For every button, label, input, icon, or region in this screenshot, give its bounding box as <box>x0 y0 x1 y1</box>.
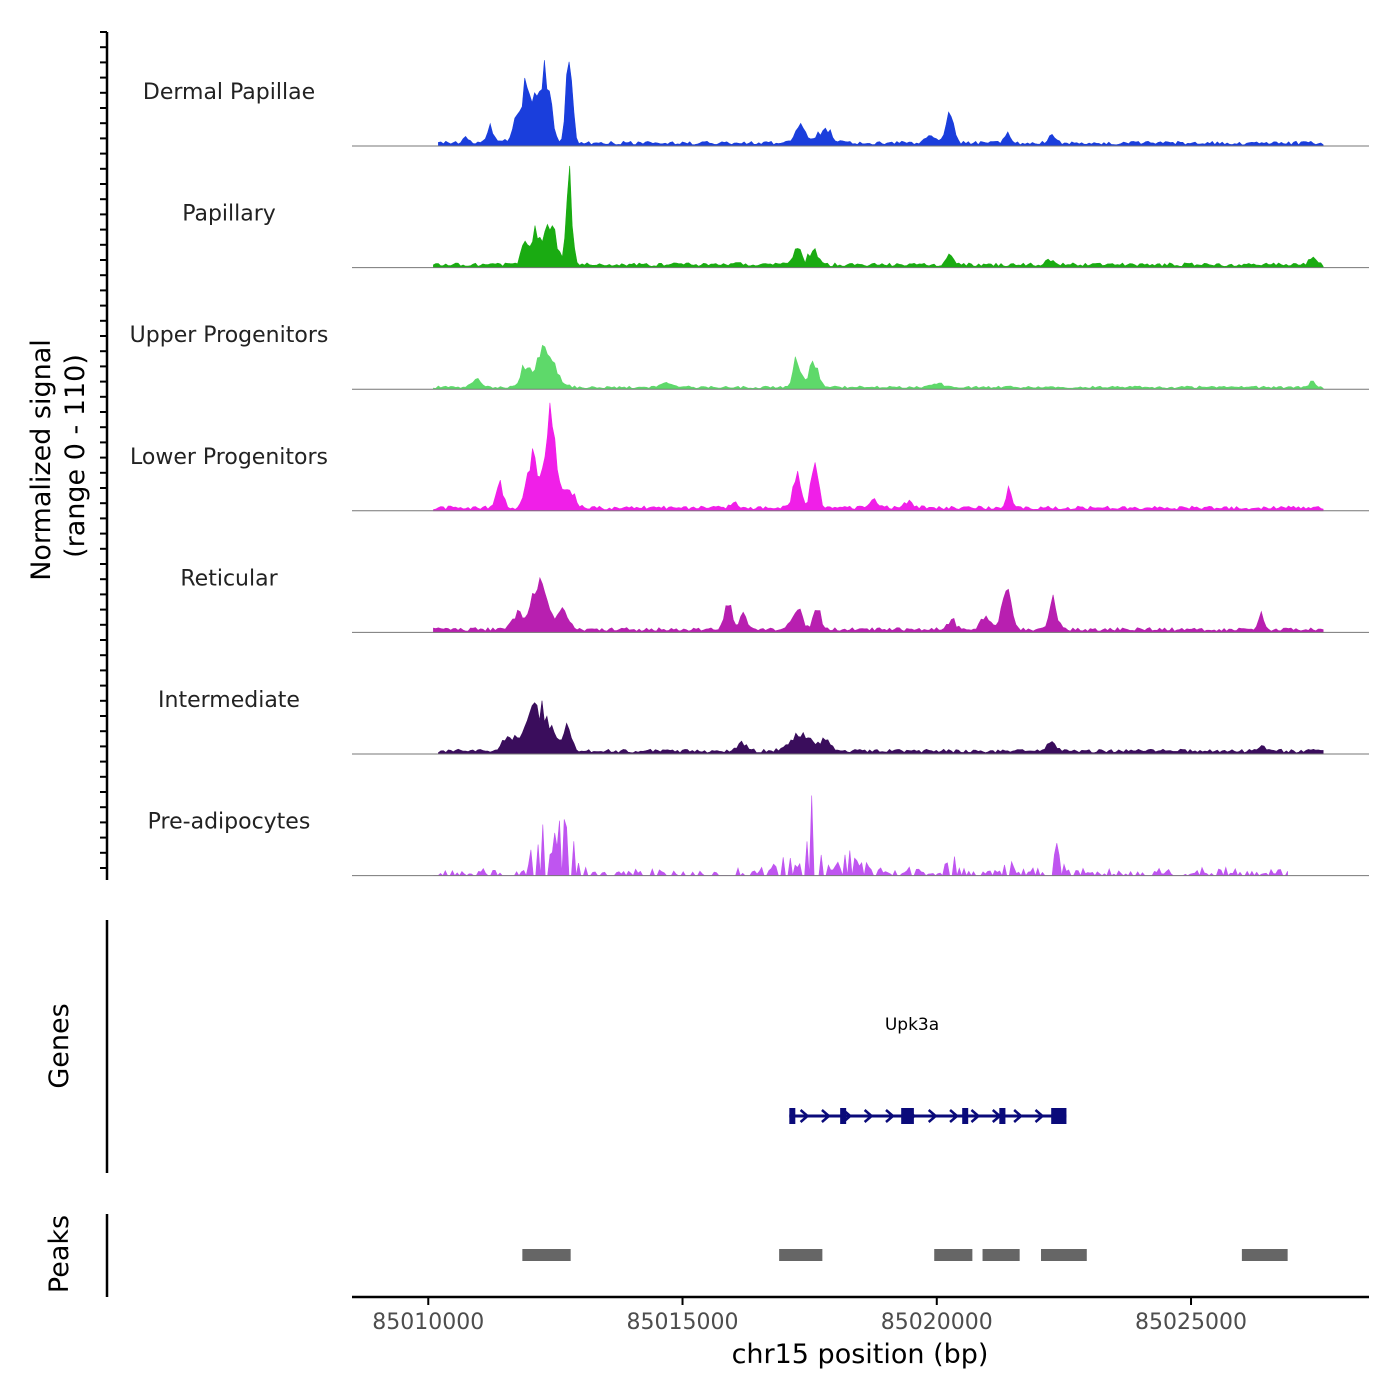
gene-exon <box>962 1108 969 1124</box>
peak-region <box>1241 1249 1288 1261</box>
coverage-tracks: Dermal Papillae Papillary Upper Progenitor… <box>130 60 1369 877</box>
peak-regions <box>522 1249 1288 1261</box>
x-axis-label: chr15 position (bp) <box>732 1339 989 1370</box>
coverage-area <box>433 576 1324 633</box>
strand-arrow <box>1013 1109 1024 1123</box>
gene-exon <box>840 1108 847 1124</box>
track-label: Pre-adipocytes <box>148 810 311 835</box>
peak-region <box>779 1249 823 1261</box>
peak-region <box>1041 1249 1087 1261</box>
gene-exon <box>789 1108 796 1124</box>
coverage-area <box>438 60 1324 147</box>
gene-exon <box>1051 1108 1067 1124</box>
track-label: Dermal Papillae <box>143 80 315 105</box>
x-tick-label: 85020000 <box>881 1310 993 1335</box>
strand-arrow <box>821 1109 831 1123</box>
coverage-area <box>433 165 1324 268</box>
coverage-area <box>433 344 1324 390</box>
strand-arrow <box>1034 1109 1045 1123</box>
gene-name-label: Upk3a <box>885 1015 939 1035</box>
strand-arrow <box>885 1109 895 1123</box>
track-dermal-papillae: Dermal Papillae <box>143 60 1369 147</box>
signal-y-axis <box>100 31 109 880</box>
track-label: Reticular <box>180 566 278 591</box>
genes-panel: Genes Upk3a <box>44 920 1067 1173</box>
coverage-area <box>433 795 1288 877</box>
track-label: Intermediate <box>158 688 300 713</box>
track-pre-adipocytes: Pre-adipocytes <box>148 795 1369 877</box>
gene-exon <box>999 1108 1006 1124</box>
track-label: Lower Progenitors <box>130 445 328 470</box>
position-x-axis: 85010000 85015000 85020000 85025000 <box>352 1295 1369 1335</box>
track-lower-progenitors: Lower Progenitors <box>130 402 1369 512</box>
coverage-area <box>433 402 1324 512</box>
track-upper-progenitors: Upper Progenitors <box>130 323 1369 390</box>
peak-region <box>982 1249 1020 1261</box>
y-axis-label-line1: Normalized signal <box>26 339 57 581</box>
peak-region <box>522 1249 571 1261</box>
gene-model <box>789 1108 1067 1124</box>
strand-arrow <box>863 1109 874 1123</box>
strand-arrow <box>927 1109 938 1123</box>
x-tick-label: 85015000 <box>627 1310 739 1335</box>
track-label: Upper Progenitors <box>130 323 329 348</box>
y-axis-label-line2: (range 0 - 110) <box>60 354 91 558</box>
track-reticular: Reticular <box>180 566 1369 633</box>
strand-arrow <box>799 1109 810 1123</box>
gene-exon <box>901 1108 914 1124</box>
track-intermediate: Intermediate <box>158 688 1369 755</box>
coverage-area <box>438 700 1324 755</box>
peaks-label: Peaks <box>44 1215 75 1293</box>
x-tick-label: 85025000 <box>1135 1310 1247 1335</box>
track-label: Papillary <box>182 202 276 227</box>
track-papillary: Papillary <box>182 165 1369 269</box>
strand-arrow <box>970 1109 981 1123</box>
x-tick-label: 85010000 <box>372 1310 484 1335</box>
genes-label: Genes <box>44 1003 75 1088</box>
peaks-panel: Peaks <box>44 1214 1288 1297</box>
strand-arrow <box>949 1109 959 1123</box>
peak-region <box>934 1249 973 1261</box>
